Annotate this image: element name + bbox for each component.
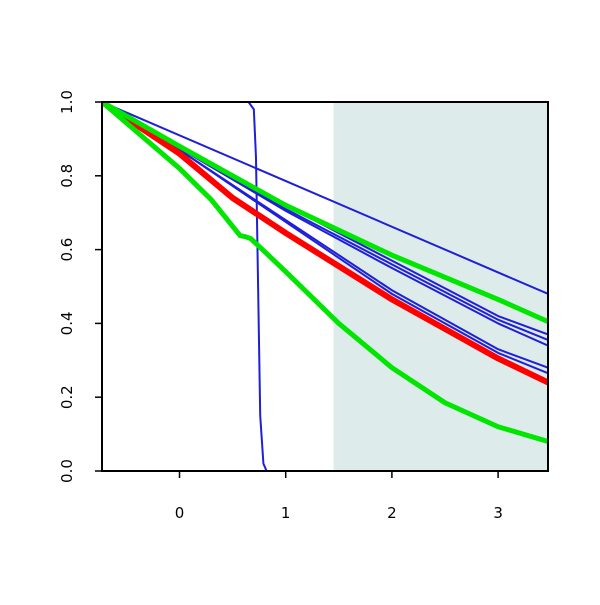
series-line-2 <box>102 102 548 295</box>
y-tick-label: 0.4 <box>58 311 76 335</box>
y-tick-label: 0.6 <box>58 238 76 262</box>
y-tick-label: 1.0 <box>58 90 76 114</box>
plot-frame <box>101 101 549 472</box>
series-line-8 <box>102 102 548 386</box>
y-tick-label: 0.8 <box>58 164 76 188</box>
x-tick-label: 3 <box>493 504 503 522</box>
x-tick-label: 2 <box>387 504 397 522</box>
x-tick-label: 0 <box>175 504 185 522</box>
series-line-10 <box>102 102 548 444</box>
x-tick-label: 1 <box>281 504 291 522</box>
series-line-1 <box>102 102 548 471</box>
y-tick-label: 0.0 <box>58 459 76 483</box>
y-tick-label: 0.2 <box>58 385 76 409</box>
series-line-9 <box>102 102 548 325</box>
